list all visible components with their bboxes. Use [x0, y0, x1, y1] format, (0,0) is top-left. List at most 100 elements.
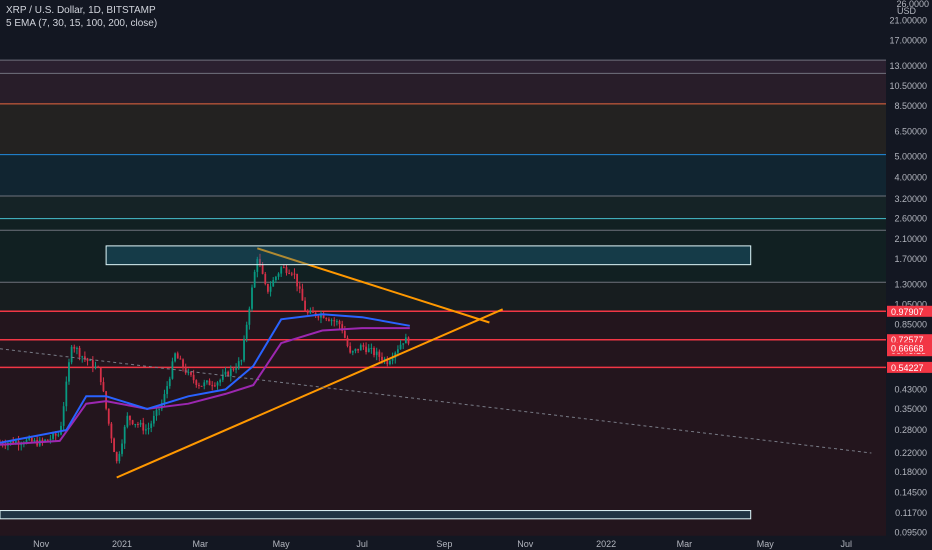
candle-body — [351, 350, 354, 353]
candle-body — [115, 452, 118, 462]
candle-body — [113, 438, 115, 453]
candle-body — [274, 276, 277, 281]
price-tick-17: 0.28000 — [894, 425, 927, 435]
candle-body — [49, 438, 52, 440]
candle-body — [229, 368, 232, 376]
candle-body — [261, 264, 264, 274]
candle-body — [12, 440, 15, 444]
candle-body — [171, 361, 174, 379]
candle-body — [341, 324, 344, 331]
price-tick-14: 0.85000 — [894, 320, 927, 330]
price-tick-2: 13.00000 — [889, 61, 927, 71]
candle-body — [152, 415, 155, 424]
candle-body — [83, 356, 86, 359]
candle-body — [211, 385, 214, 387]
candle-body — [208, 380, 211, 386]
candle-body — [237, 361, 240, 369]
price-tick-13: 1.05000 — [894, 300, 927, 310]
candle-body — [89, 360, 92, 362]
price-tick-6: 5.00000 — [894, 152, 927, 162]
candle-body — [304, 300, 306, 312]
candle-body — [251, 287, 253, 309]
candle-body — [248, 308, 251, 325]
zone-bands — [0, 60, 886, 536]
zone-band-5 — [0, 218, 886, 283]
candle-body — [301, 288, 304, 301]
candle-body — [70, 346, 73, 363]
candle-body — [44, 439, 46, 442]
time-tick-6: Nov — [517, 539, 534, 549]
candle-body — [235, 368, 237, 370]
candle-body — [322, 313, 325, 319]
price-tick-21: 0.11700 — [895, 508, 927, 518]
candle-body — [15, 441, 17, 444]
candle-body — [52, 433, 54, 439]
price-tick-18: 0.22000 — [894, 448, 927, 458]
price-tick-3: 10.50000 — [889, 81, 927, 91]
candle-body — [296, 273, 299, 287]
candle-body — [253, 271, 256, 288]
candle-body — [269, 286, 272, 292]
candle-body — [41, 439, 44, 442]
candle-body — [312, 310, 314, 313]
candle-body — [227, 371, 230, 376]
zone-band-3 — [0, 154, 886, 196]
candle-body — [216, 382, 219, 386]
time-tick-5: Sep — [436, 539, 452, 549]
candle-body — [328, 319, 330, 321]
ema-lines — [0, 313, 410, 446]
candle-body — [166, 386, 169, 395]
candle-body — [335, 321, 338, 323]
candle-body — [399, 344, 402, 350]
candle-body — [187, 372, 190, 374]
candle-body — [102, 382, 105, 392]
candle-body — [346, 337, 349, 347]
dashed-trendline-15 — [0, 348, 872, 454]
zone-box-3 — [0, 510, 752, 520]
candle-body — [62, 406, 65, 426]
price-axis-currency: USD — [897, 6, 917, 16]
candle-body — [91, 360, 94, 369]
price-axis-bg — [886, 0, 932, 550]
candle-body — [389, 360, 391, 365]
candle-body — [33, 439, 36, 442]
candle-body — [240, 360, 243, 362]
candle-body — [320, 313, 322, 318]
candle-body — [142, 422, 145, 431]
candle-body — [150, 423, 153, 429]
candle-body — [219, 379, 222, 383]
candle-body — [370, 347, 373, 349]
time-axis: Nov 2021 Mar May Jul Sep Nov 2022 Mar May Jul — [0, 539, 932, 550]
candle-body — [78, 347, 81, 357]
candle-body — [206, 380, 208, 383]
price-tick-22: 0.09500 — [894, 528, 927, 538]
indicator-title: 5 EMA (7, 30, 15, 100, 200, close) — [6, 18, 158, 29]
candle-body — [391, 357, 394, 361]
candle-body — [179, 358, 182, 360]
candle-body — [46, 439, 49, 441]
price-tick-20: 0.14500 — [894, 488, 927, 498]
price-tag-value-1: 0.72577 — [891, 335, 924, 345]
candle-body — [404, 337, 407, 344]
candle-body — [139, 422, 142, 425]
candle-body — [195, 380, 198, 385]
candle-body — [190, 372, 192, 375]
chart-legend: XRP / U.S. Dollar, 1D, BITSTAMP 5 EMA (7… — [6, 4, 157, 30]
candle-body — [367, 348, 370, 353]
candle-body — [259, 258, 261, 265]
candle-body — [267, 283, 269, 292]
candle-body — [160, 403, 163, 409]
price-tag-value-3: 0.54227 — [891, 363, 924, 373]
candle-body — [158, 408, 161, 410]
candle-body — [325, 318, 328, 320]
candle-body — [155, 409, 158, 416]
candle-body — [126, 415, 129, 427]
candle-body — [402, 343, 405, 345]
candle-body — [174, 353, 176, 362]
candle-body — [30, 437, 33, 442]
candle-body — [330, 320, 333, 322]
candle-body — [57, 434, 60, 436]
candle-body — [306, 311, 309, 314]
